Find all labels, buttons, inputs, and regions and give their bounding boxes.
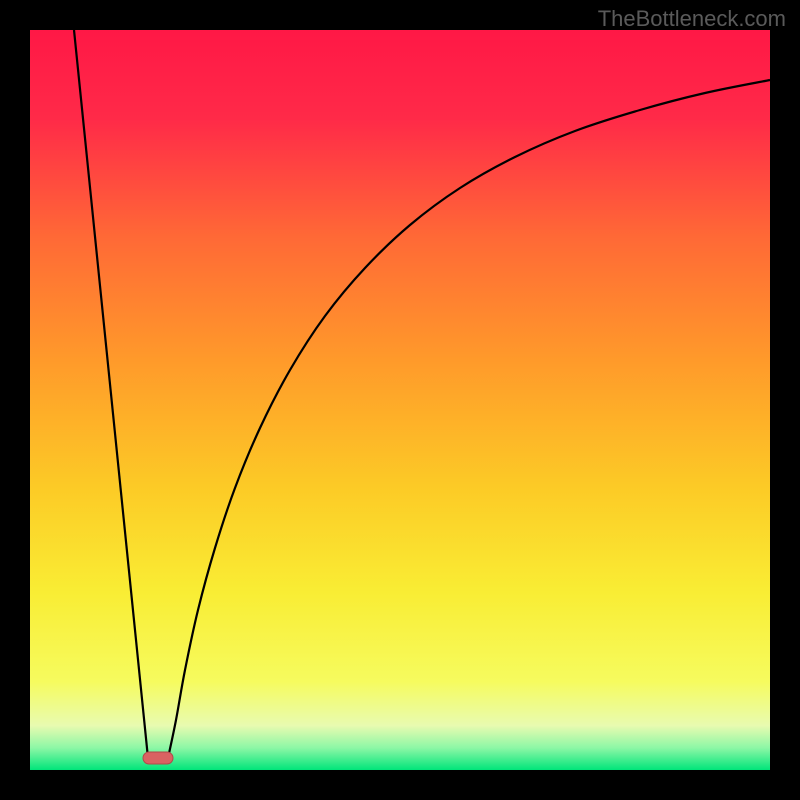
- watermark-text: TheBottleneck.com: [598, 6, 786, 32]
- optimal-marker: [143, 752, 173, 764]
- chart-plot-bg: [30, 30, 770, 770]
- chart-svg: [0, 0, 800, 800]
- bottleneck-chart: [0, 0, 800, 800]
